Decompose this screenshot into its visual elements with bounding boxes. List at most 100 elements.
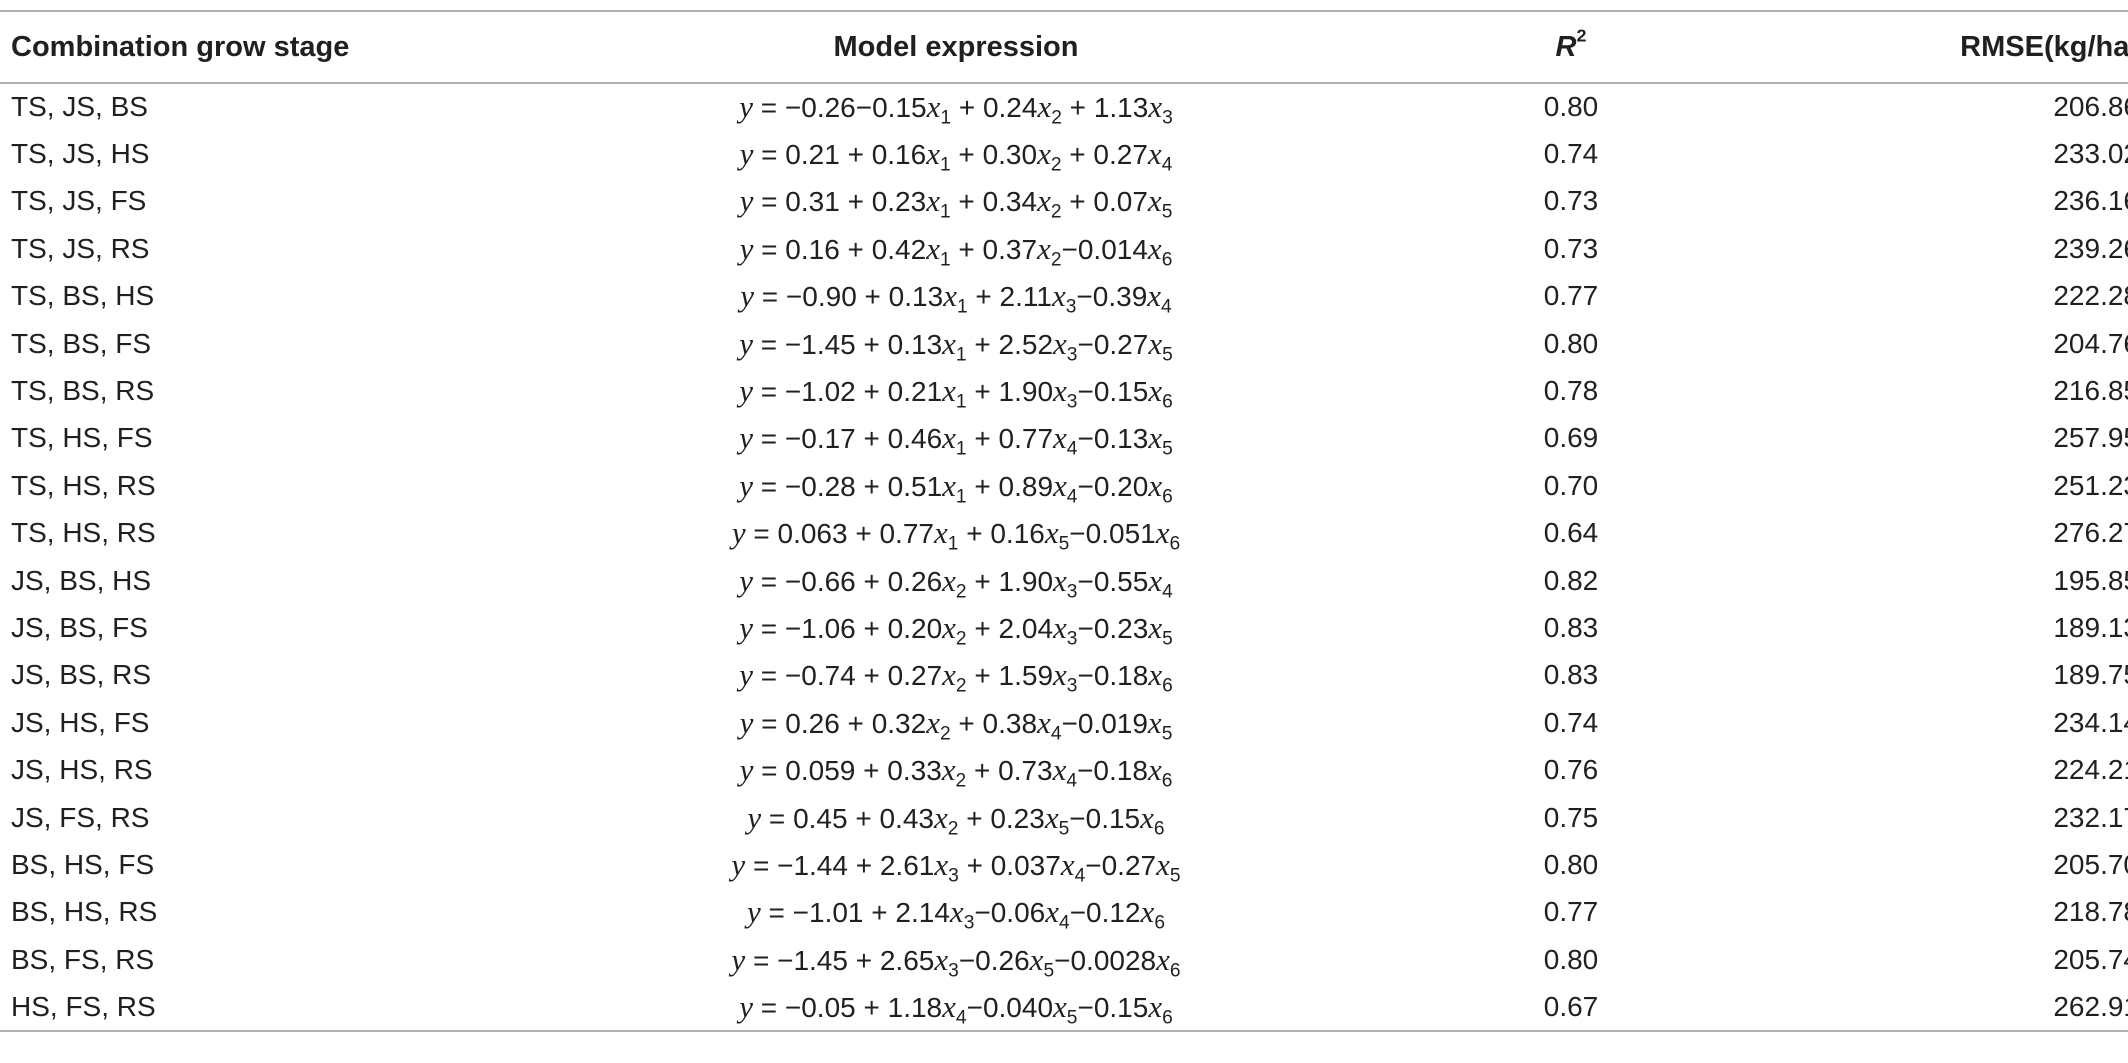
expr-text: x — [1156, 846, 1170, 882]
cell-combination-stage: TS, BS, HS — [11, 280, 155, 312]
expr-variable: y — [740, 183, 754, 218]
expr-variable: y — [731, 847, 745, 882]
expr-subscript: 1 — [955, 391, 967, 413]
expr-text: x — [1148, 609, 1163, 645]
table-row: TS, HS, FS y = −0.17 + 0.46x1 + 0.77x4−0.… — [0, 415, 2128, 462]
expr-term: = −1.02 + 0.21 — [753, 376, 942, 407]
expr-subscript: 2 — [1051, 107, 1062, 129]
expr-variable: y — [740, 278, 754, 313]
expr-text: + 0.34 — [950, 186, 1038, 218]
expr-term: + 1.90 — [967, 566, 1053, 597]
expr-term: −0.20 — [1077, 471, 1148, 502]
expr-text: x — [1156, 941, 1170, 977]
expr-term: = 0.45 + 0.43 — [761, 803, 934, 834]
expr-variable: y — [740, 136, 754, 171]
expr-subscript: 5 — [1058, 533, 1070, 555]
expr-text: −0.040 — [966, 991, 1054, 1023]
expr-variable: y — [731, 942, 745, 977]
expr-subscript: 5 — [1169, 865, 1181, 887]
expr-text: −0.019 — [1061, 707, 1148, 739]
cell-combination-stage: TS, HS, FS — [11, 422, 153, 454]
expr-text: = −1.45 + 0.13 — [752, 328, 943, 360]
expr-variable: x3 — [1053, 610, 1077, 649]
expr-term: + 0.07 — [1062, 186, 1148, 217]
cell-rmse: 189.13 — [2053, 611, 2128, 643]
expr-text: + 0.73 — [966, 755, 1053, 787]
expr-text: + 1.13 — [1061, 92, 1149, 124]
cell-combination-stage: JS, HS, FS — [11, 706, 150, 738]
cell-rmse: 205.74 — [2053, 943, 2128, 975]
expr-subscript: 3 — [1162, 107, 1173, 129]
expr-text: + 0.37 — [950, 233, 1038, 265]
expr-text: x — [1060, 846, 1075, 882]
expr-text: x — [1037, 704, 1051, 740]
cell-rmse: 234.14 — [2053, 706, 2128, 738]
table-row: TS, JS, BS y = −0.26−0.15x1 + 0.24x2 + 1.… — [0, 83, 2128, 130]
expr-subscript: 4 — [1066, 770, 1078, 792]
expr-text: x — [1147, 136, 1162, 172]
expr-term: = 0.059 + 0.33 — [753, 755, 942, 786]
expr-variable: x5 — [1156, 846, 1180, 886]
expr-text: x — [1148, 325, 1163, 361]
cell-model-expression: y = −0.66 + 0.26x2 + 1.90x3−0.55x4 — [531, 557, 1381, 604]
expr-term: + 0.37 — [951, 234, 1037, 265]
expr-variable: x2 — [934, 800, 958, 839]
cell-combination-stage: BS, HS, FS — [11, 848, 155, 880]
expr-variable: x1 — [926, 231, 950, 270]
regression-model-table: Combination grow stage Model expression … — [0, 10, 2128, 1032]
expr-subscript: 5 — [1162, 439, 1173, 461]
expr-variable: x4 — [1060, 846, 1085, 886]
expr-term: −0.051 — [1069, 518, 1155, 549]
expr-text: x — [1148, 562, 1163, 598]
table-row: TS, HS, RS y = 0.063 + 0.77x1 + 0.16x5−0.… — [0, 510, 2128, 557]
expr-variable: x5 — [1045, 515, 1069, 554]
expr-subscript: 6 — [1162, 1007, 1173, 1029]
expr-text: = 0.16 + 0.42 — [753, 233, 927, 265]
expr-variable: x4 — [1052, 752, 1077, 791]
expr-subscript: 3 — [1066, 676, 1078, 698]
expr-variable: x1 — [942, 373, 966, 412]
expr-text: −0.39 — [1076, 281, 1148, 313]
expr-text: x — [1147, 230, 1162, 266]
expr-text: x — [942, 467, 956, 503]
expr-subscript: 5 — [1161, 202, 1173, 224]
cell-rmse: 206.86 — [2053, 91, 2128, 123]
cell-r-squared: 0.74 — [1543, 138, 1599, 170]
expr-variable: x1 — [943, 278, 967, 317]
expr-variable: y — [739, 89, 753, 124]
expr-text: + 1.59 — [966, 660, 1054, 692]
expr-variable: y — [740, 752, 754, 787]
expr-text: x — [1148, 467, 1163, 503]
expr-term: = −0.05 + 1.18 — [753, 992, 942, 1023]
cell-r-squared: 0.78 — [1543, 375, 1599, 407]
expr-text: x — [1148, 373, 1163, 409]
expr-subscript: 3 — [1066, 581, 1078, 603]
expr-text: x — [942, 988, 956, 1024]
expr-text: = 0.31 + 0.23 — [753, 186, 927, 218]
cell-rmse: 218.78 — [2053, 896, 2128, 928]
expr-text: y — [731, 515, 746, 551]
cell-rmse: 224.21 — [2053, 754, 2128, 786]
expr-text: = −0.26−0.15 — [752, 92, 927, 124]
expr-text: y — [739, 183, 754, 219]
expr-text: = −1.02 + 0.21 — [752, 376, 943, 408]
expr-variable: x3 — [1053, 657, 1077, 696]
expr-text: y — [739, 325, 753, 361]
expr-variable: x5 — [1148, 325, 1172, 365]
expr-subscript: 5 — [1162, 628, 1173, 650]
expr-text: −0.15 — [1069, 802, 1141, 834]
table-row: TS, BS, RS y = −1.02 + 0.21x1 + 1.90x3−0.… — [0, 367, 2128, 414]
expr-text: x — [1052, 752, 1067, 788]
expr-subscript: 3 — [1066, 628, 1078, 650]
expr-text: y — [739, 420, 753, 456]
expr-variable: x6 — [1141, 894, 1165, 933]
expr-term: −0.27 — [1077, 329, 1148, 360]
expr-variable: x6 — [1147, 230, 1172, 270]
cell-combination-stage: TS, JS, FS — [11, 185, 147, 217]
expr-subscript: 2 — [1050, 249, 1062, 271]
expr-text: x — [943, 278, 957, 314]
expr-subscript: 3 — [948, 960, 959, 982]
expr-subscript: 1 — [955, 439, 967, 461]
expr-text: = −0.90 + 0.13 — [754, 281, 944, 313]
expr-term: + 0.24 — [951, 92, 1038, 123]
